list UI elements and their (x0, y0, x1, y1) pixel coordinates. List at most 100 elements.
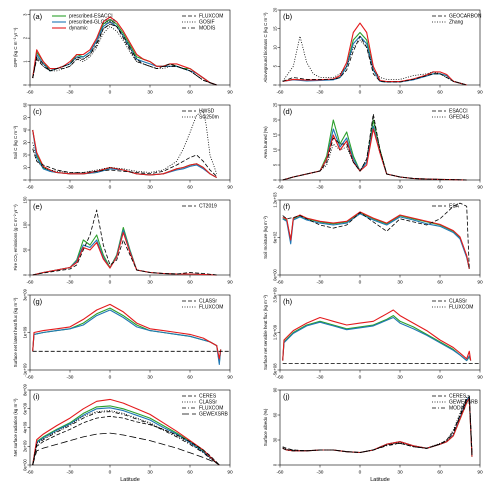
x-tick-label: 30 (147, 470, 153, 476)
y-tick-label: 30 (23, 140, 28, 145)
y-tick-label: 0e+00 (273, 268, 278, 280)
panel-h: (h) -60 -30 0 30 60 90 -5e+08 1.5e+09 3.5e+09 Surf… (263, 287, 483, 381)
y-tick-label: 0 (23, 273, 28, 276)
legend-label: ESA (449, 204, 460, 210)
y-axis-label: Surface net latent heat flux (kg m⁻²) (13, 297, 18, 367)
series-line (282, 394, 473, 453)
y-axis-label: Soil moisture (kg m⁻²) (263, 216, 268, 259)
x-tick-label: 90 (227, 185, 233, 191)
y-tick-label: 90 (273, 387, 278, 392)
y-tick-label: 2 (23, 36, 28, 39)
panel-label: (i) (33, 392, 40, 401)
x-tick-label: 0 (359, 375, 362, 381)
series-line (32, 411, 220, 466)
panel-g: (g) -60 -30 0 30 60 90 -1e+09 1e+09 3e+09 Surface … (13, 288, 233, 380)
panel-j: (j) -60 -30 0 30 60 90 0 30 60 90 Surface albedo (%… (263, 387, 483, 483)
panel-label: (j) (283, 392, 290, 401)
series-line (32, 407, 220, 466)
legend-label: GOSIF (199, 20, 215, 26)
x-tick-label: -30 (67, 280, 74, 286)
x-tick-label: -30 (317, 375, 324, 381)
panel-e: (e) -60 -30 0 30 60 90 0 50 100 150 Fire CO₂ emissi… (13, 196, 233, 286)
panel-b: (b) -60 -30 0 30 60 90 0 5 10 15 20 Aboveground biom… (263, 7, 483, 95)
series-line (32, 405, 220, 466)
x-tick-label: 30 (397, 280, 403, 286)
y-axis-label: Fire CO₂ emissions (g C m⁻² yr⁻¹) (13, 204, 18, 271)
panel-label: (e) (33, 202, 43, 211)
series-line (282, 128, 467, 181)
y-tick-label: 3 (23, 13, 28, 16)
series-line (282, 309, 472, 361)
series-line (32, 23, 217, 86)
y-tick-label: 30 (273, 437, 278, 442)
series-line (32, 21, 217, 86)
y-tick-label: 50 (23, 115, 28, 120)
series-line (282, 397, 473, 457)
legend-label: CERES (449, 394, 467, 400)
x-tick-label: 60 (437, 185, 443, 191)
x-tick-label: -60 (27, 280, 34, 286)
x-axis-label: Latitude (120, 477, 140, 483)
y-tick-label: 0e+00 (23, 458, 28, 470)
y-tick-label: 10 (23, 165, 28, 170)
panel-label: (g) (33, 297, 43, 306)
x-tick-label: 30 (147, 375, 153, 381)
panel-label: (b) (283, 12, 293, 21)
y-axis-label: Aboveground biomass C (kg C m⁻²) (263, 12, 268, 82)
x-tick-label: 90 (227, 470, 233, 476)
x-tick-label: 90 (227, 375, 233, 381)
x-tick-label: 30 (147, 185, 153, 191)
x-axis-label: Latitude (370, 477, 390, 483)
y-tick-label: 100 (23, 221, 28, 229)
plot-frame (29, 9, 231, 86)
x-tick-label: 0 (359, 90, 362, 96)
series-line (282, 315, 472, 362)
x-tick-label: -30 (67, 90, 74, 96)
y-axis-label: Surface albedo (%) (263, 408, 268, 446)
y-tick-label: -5e+08 (273, 363, 278, 377)
series-line (282, 397, 473, 456)
y-tick-label: 5 (273, 64, 278, 67)
x-tick-label: -60 (277, 470, 284, 476)
x-tick-label: 0 (109, 185, 112, 191)
y-tick-label: 60 (23, 102, 28, 107)
y-tick-label: 60 (273, 412, 278, 417)
legend-label: CLASSr (199, 400, 217, 406)
y-axis-label: Area burned (%) (263, 126, 268, 159)
legend-label: CLASSr (199, 299, 217, 305)
legend-label: dynamic (69, 26, 88, 32)
y-tick-label: 0 (23, 178, 28, 181)
x-tick-label: -30 (317, 185, 324, 191)
series-line (32, 25, 217, 86)
x-tick-label: 90 (477, 90, 483, 96)
panel-a: (a) -60 -30 0 30 60 90 0 1 2 3 GPP (kg C m⁻² yr⁻¹) p… (13, 9, 233, 96)
x-tick-label: 0 (359, 470, 362, 476)
x-tick-label: -60 (27, 375, 34, 381)
series-line (32, 231, 217, 276)
y-tick-label: 0 (273, 83, 278, 86)
y-axis-label: Surface net sensible heat flux (kg m⁻²) (263, 294, 268, 370)
y-tick-label: 0 (23, 83, 28, 86)
panel-d: (d) -60 -30 0 30 60 90 0 5 10 15 20 25 Area burned (%… (263, 102, 483, 190)
series-line (32, 303, 222, 360)
y-tick-label: 0 (273, 463, 278, 466)
y-tick-label: 3.5e+09 (273, 287, 278, 303)
x-tick-label: -60 (277, 90, 284, 96)
x-tick-label: 60 (187, 470, 193, 476)
legend-label: GFED4S (449, 115, 470, 121)
x-tick-label: 90 (227, 90, 233, 96)
x-tick-label: 30 (147, 280, 153, 286)
x-tick-label: -30 (317, 470, 324, 476)
legend-label: GEOCARBON (449, 14, 482, 20)
series-line (282, 116, 467, 181)
legend-label: MODIS (199, 26, 216, 32)
y-tick-label: -1e+09 (23, 363, 28, 377)
plot-frame (279, 199, 481, 276)
y-tick-label: 1.2e+03 (273, 192, 278, 208)
panel-c: (c) -60 -30 0 30 60 90 0 10 20 30 40 50 60 Soil C (kg … (13, 102, 233, 190)
y-tick-label: 1 (23, 60, 28, 63)
x-tick-label: -60 (277, 185, 284, 191)
x-tick-label: 60 (437, 375, 443, 381)
y-tick-label: 6e+02 (273, 231, 278, 243)
